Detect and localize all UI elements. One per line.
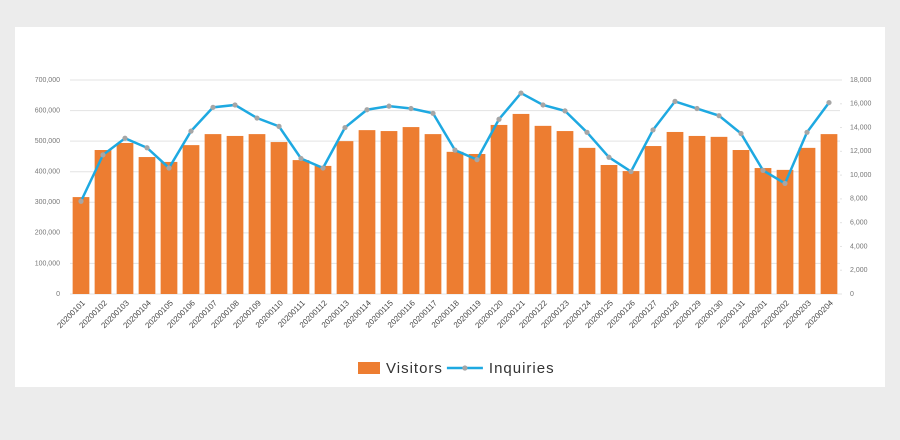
bar: [512, 113, 530, 294]
bar: [94, 150, 112, 294]
line-marker: [496, 116, 502, 122]
legend-swatch: [358, 362, 380, 374]
line-marker: [100, 152, 106, 158]
bar: [116, 142, 134, 294]
bar: [710, 136, 728, 294]
line-marker: [782, 180, 788, 187]
line-marker: [78, 198, 84, 204]
line-marker: [210, 104, 216, 110]
line-marker: [738, 130, 744, 137]
y-tick-label: 700,000: [35, 77, 60, 84]
line-marker: [254, 115, 260, 121]
legend-entry: Inquiries: [489, 360, 555, 377]
line-marker: [650, 127, 656, 133]
line-marker: [320, 165, 326, 171]
bar: [446, 151, 464, 294]
line-marker: [760, 167, 766, 173]
line-marker: [826, 99, 832, 106]
y2-tick-label: 8,000: [850, 196, 868, 203]
y-tick-label: 500,000: [35, 138, 60, 145]
y2-tick-label: 16,000: [850, 101, 872, 108]
y-tick-label: 100,000: [35, 260, 60, 267]
line-marker: [474, 157, 480, 163]
line-marker: [364, 107, 370, 113]
line-marker: [584, 129, 590, 135]
bar: [688, 135, 706, 294]
bar: [820, 134, 838, 294]
bar: [556, 131, 574, 294]
bar: [358, 130, 376, 294]
y2-tick-label: 6,000: [850, 220, 868, 227]
y2-tick-label: 18,000: [850, 77, 872, 84]
bar: [226, 135, 244, 294]
line-marker: [188, 128, 194, 134]
bar: [160, 161, 178, 294]
line-marker: [716, 113, 722, 119]
y2-tick-label: 0: [850, 291, 854, 298]
line-marker: [672, 98, 678, 104]
line-marker: [606, 154, 612, 160]
bar: [732, 150, 750, 294]
line-marker: [232, 102, 238, 108]
y-tick-label: 600,000: [35, 107, 60, 114]
line-marker: [408, 105, 414, 112]
y-tick-label: 300,000: [35, 199, 60, 206]
line-marker: [452, 147, 458, 153]
bar: [798, 147, 816, 294]
bar: [468, 153, 486, 294]
bar: [204, 134, 222, 294]
bar: [402, 127, 420, 294]
line-marker: [628, 168, 634, 175]
line-marker: [144, 145, 150, 151]
y2-tick-label: 2,000: [850, 267, 868, 274]
bar: [270, 142, 288, 294]
y-tick-label: 400,000: [35, 169, 60, 176]
legend-entry: Visitors: [386, 360, 443, 377]
bar: [600, 164, 618, 294]
bar: [292, 160, 310, 294]
line-marker: [694, 105, 700, 112]
line-marker: [518, 90, 524, 96]
bar: [754, 168, 772, 294]
y2-tick-label: 10,000: [850, 172, 872, 179]
line-marker: [122, 135, 128, 141]
legend-swatch: [462, 365, 468, 371]
bar: [72, 197, 90, 294]
line-marker: [342, 124, 348, 131]
bar: [666, 131, 684, 294]
bar: [138, 157, 156, 294]
line-marker: [166, 165, 172, 171]
bar: [578, 147, 596, 294]
line-marker: [298, 155, 304, 162]
bar: [776, 169, 794, 294]
bar: [336, 141, 354, 294]
line-marker: [562, 108, 568, 114]
y-tick-label: 200,000: [35, 230, 60, 237]
bar: [534, 125, 552, 294]
y2-tick-label: 4,000: [850, 243, 868, 250]
line-marker: [276, 123, 282, 129]
line-marker: [430, 110, 436, 116]
line-marker: [386, 103, 392, 109]
bar: [380, 131, 398, 294]
bar: [424, 134, 442, 294]
bar: [182, 145, 200, 294]
y2-tick-label: 14,000: [850, 124, 872, 131]
bar: [248, 134, 266, 294]
bar: [314, 165, 332, 294]
line-marker: [804, 129, 810, 135]
y2-tick-label: 12,000: [850, 148, 872, 155]
bar: [644, 146, 662, 294]
line-marker: [540, 102, 546, 108]
y-tick-label: 0: [56, 291, 60, 298]
bar: [622, 171, 640, 294]
bar: [490, 124, 508, 294]
